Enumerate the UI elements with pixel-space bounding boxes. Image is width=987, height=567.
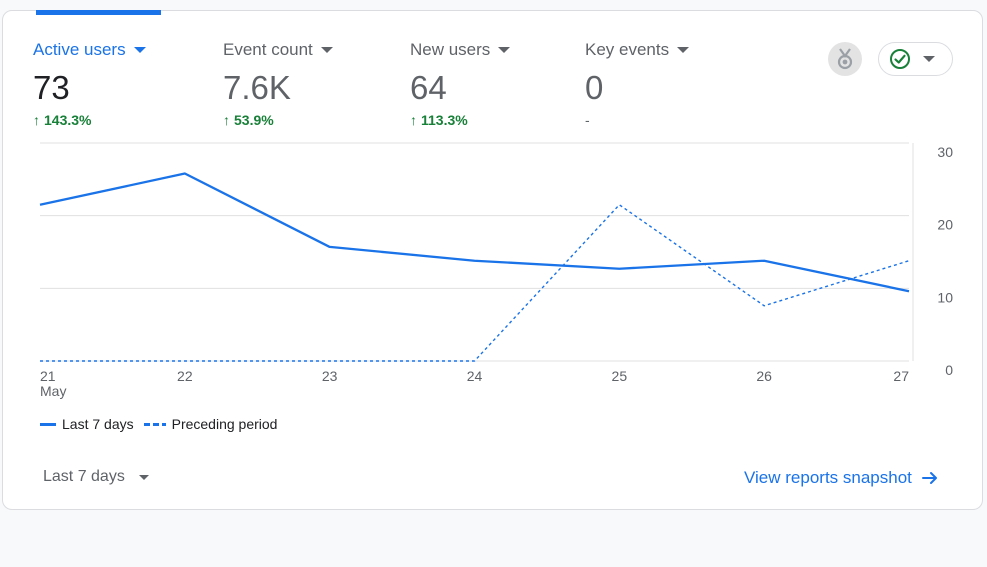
legend-label: Last 7 days — [62, 416, 134, 432]
active-metric-indicator — [36, 10, 161, 15]
metric-tab-key-events[interactable]: Key events 0 - — [585, 40, 690, 128]
legend-swatch-dashed — [143, 422, 166, 426]
metric-tab-new-users[interactable]: New users 64 ↑ 113.3% — [410, 40, 511, 128]
metric-value: 64 — [410, 69, 447, 106]
metric-value: 73 — [33, 69, 70, 106]
metric-label: New users — [410, 40, 491, 59]
arrow-up-icon: ↑ — [410, 112, 417, 128]
caret-down-icon — [498, 47, 511, 53]
legend-item-last-7-days: Last 7 days — [40, 416, 134, 432]
change-percent: - — [585, 112, 590, 128]
metric-value: 0 — [585, 69, 604, 106]
data-quality-dropdown[interactable] — [878, 42, 953, 76]
chevron-down-icon — [923, 56, 935, 62]
arrow-up-icon: ↑ — [33, 112, 40, 128]
change-percent: 143.3% — [44, 112, 92, 128]
chart-legend: Last 7 days Preceding period — [40, 416, 277, 432]
metric-tab-event-count[interactable]: Event count 7.6K ↑ 53.9% — [223, 40, 333, 128]
metric-value: 7.6K — [223, 69, 291, 106]
x-tick-label: 26 — [756, 368, 772, 384]
date-range-dropdown[interactable]: Last 7 days — [43, 468, 149, 486]
x-tick-label: 25 — [612, 368, 628, 384]
date-range-label: Last 7 days — [43, 468, 125, 485]
metric-label: Event count — [223, 40, 313, 59]
metric-label: Active users — [33, 40, 126, 59]
x-tick-label: 23 — [322, 368, 338, 384]
x-tick-label: 27 — [893, 368, 909, 384]
legend-label: Preceding period — [171, 416, 278, 432]
y-tick-label: 20 — [937, 217, 953, 233]
x-axis-month-label: May — [40, 383, 66, 399]
change-percent: 53.9% — [234, 112, 274, 128]
legend-swatch-solid — [40, 422, 56, 426]
snapshot-link-label: View reports snapshot — [744, 468, 912, 487]
caret-down-icon — [320, 47, 333, 53]
y-tick-label: 30 — [937, 144, 953, 160]
arrow-right-icon — [921, 472, 937, 484]
metric-change: - — [585, 112, 689, 128]
metric-change: ↑ 143.3% — [33, 112, 146, 128]
caret-down-icon — [133, 47, 146, 53]
overview-card — [2, 10, 983, 510]
series-line-last-7-days — [39, 172, 910, 293]
view-reports-snapshot-link[interactable]: View reports snapshot — [744, 468, 938, 488]
caret-down-icon — [138, 474, 149, 480]
check-circle-icon — [890, 49, 910, 69]
caret-down-icon — [677, 47, 690, 53]
metric-label: Key events — [585, 40, 670, 59]
x-tick-label: 21 — [40, 368, 56, 384]
change-percent: 113.3% — [421, 112, 468, 128]
metric-tab-active-users[interactable]: Active users 73 ↑ 143.3% — [33, 40, 146, 128]
y-tick-label: 0 — [945, 362, 953, 378]
arrow-up-icon: ↑ — [223, 112, 230, 128]
x-tick-label: 22 — [177, 368, 193, 384]
line-chart: 0 10 20 30 21 22 23 24 25 26 27 May — [39, 142, 953, 399]
x-tick-label: 24 — [467, 368, 483, 384]
legend-item-preceding-period: Preceding period — [143, 416, 278, 432]
metric-change: ↑ 53.9% — [223, 112, 333, 128]
y-tick-label: 10 — [937, 289, 953, 305]
metric-change: ↑ 113.3% — [410, 112, 510, 128]
medal-icon[interactable] — [828, 42, 862, 76]
series-line-preceding-period — [40, 204, 910, 362]
